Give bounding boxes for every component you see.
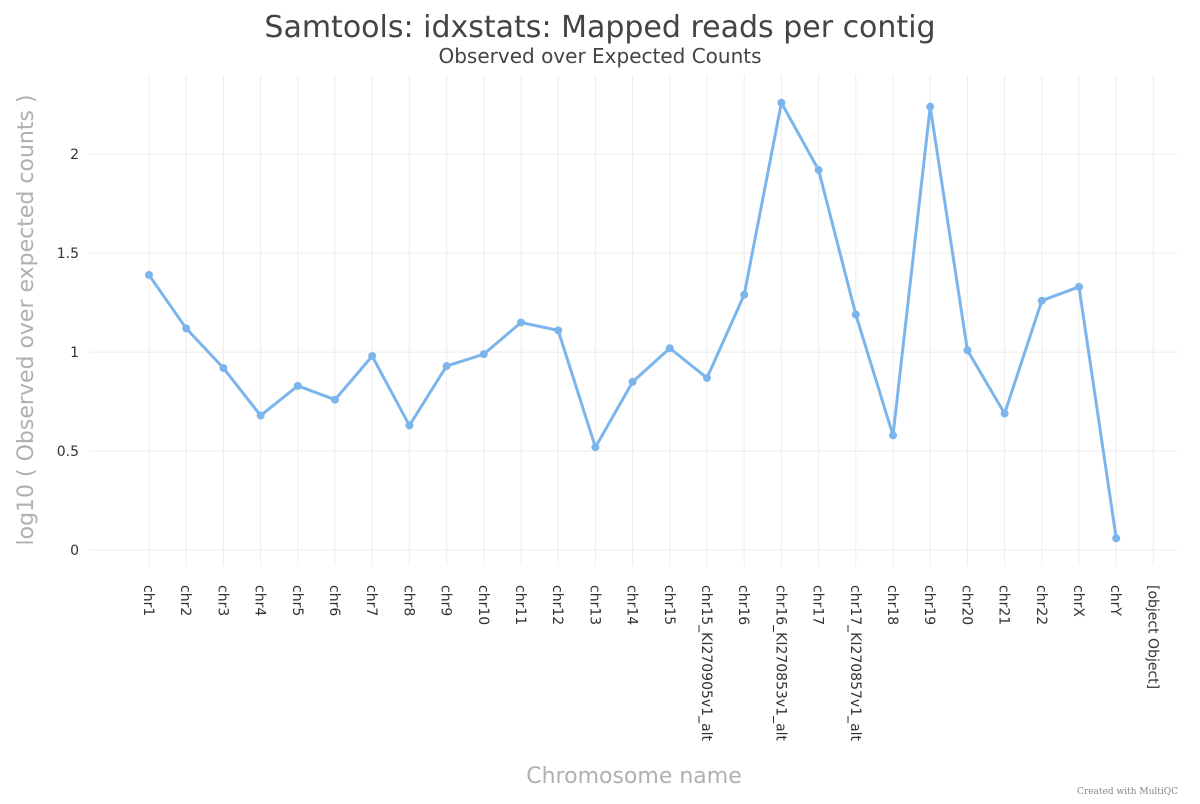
x-tick-label: chr16 xyxy=(735,585,751,625)
y-tick-label: 1.5 xyxy=(57,246,79,262)
x-tick-label: chr7 xyxy=(363,585,379,616)
data-point[interactable] xyxy=(517,318,525,327)
x-tick-label: chr5 xyxy=(289,585,305,616)
data-point[interactable] xyxy=(963,346,972,355)
y-tick-label: 0.5 xyxy=(57,444,79,460)
x-tick-label: chr20 xyxy=(958,585,974,625)
data-point[interactable] xyxy=(145,270,153,279)
data-point[interactable] xyxy=(851,310,860,319)
data-point[interactable] xyxy=(182,324,191,333)
x-axis-title: Chromosome name xyxy=(526,764,742,789)
data-point[interactable] xyxy=(628,377,637,386)
data-point[interactable] xyxy=(740,290,749,299)
y-tick-label: 2 xyxy=(70,147,79,163)
data-point[interactable] xyxy=(889,431,897,440)
y-tick-label: 0 xyxy=(70,543,79,559)
x-tick-label: chr3 xyxy=(214,585,230,616)
x-tick-label: chr4 xyxy=(252,585,268,616)
x-tick-label: chrX xyxy=(1070,585,1086,617)
x-tick-label: chr12 xyxy=(549,585,565,625)
x-axis-ticks: chr1 chr2 chr3 chr4 chr5 chr6 chr7 chr8 chr9 chr1… xyxy=(140,585,1160,742)
x-tick-label: chr16_KI270853v1_alt xyxy=(772,585,788,742)
data-point[interactable] xyxy=(1037,296,1046,305)
data-point[interactable] xyxy=(293,381,302,390)
x-tick-label: [object Object] xyxy=(1144,585,1160,689)
data-point[interactable] xyxy=(1075,282,1083,291)
x-tick-label: chr13 xyxy=(586,585,602,625)
data-point[interactable] xyxy=(777,98,786,107)
x-tick-label: chr19 xyxy=(921,585,937,625)
y-axis-ticks: 0 0.5 1 1.5 2 xyxy=(57,147,79,559)
series-layer xyxy=(145,98,1121,543)
data-point[interactable] xyxy=(591,443,600,452)
x-tick-label: chr11 xyxy=(512,585,528,625)
x-tick-label: chr22 xyxy=(1033,585,1049,625)
data-point[interactable] xyxy=(256,411,265,420)
data-point[interactable] xyxy=(554,326,563,335)
x-tick-label: chr1 xyxy=(140,585,156,616)
x-tick-label: chr15_KI270905v1_alt xyxy=(698,585,714,742)
data-point[interactable] xyxy=(814,166,823,175)
x-tick-label: chr18 xyxy=(884,585,900,625)
y-axis-title: log10 ( Observed over expected counts ) xyxy=(14,95,39,546)
x-tick-label: chr17 xyxy=(810,585,826,625)
x-tick-label: chr21 xyxy=(996,585,1012,625)
x-tick-label: chrY xyxy=(1107,585,1123,616)
data-point[interactable] xyxy=(405,421,414,430)
x-tick-label: chr6 xyxy=(326,585,342,616)
x-tick-label: chr10 xyxy=(475,585,491,625)
data-point[interactable] xyxy=(442,362,451,371)
x-tick-label: chr8 xyxy=(400,585,416,616)
grid-layer xyxy=(90,75,1178,566)
chart-title: Samtools: idxstats: Mapped reads per con… xyxy=(264,10,935,45)
x-tick-label: chr17_KI270857v1_alt xyxy=(847,585,863,742)
data-point[interactable] xyxy=(331,395,339,404)
x-tick-label: chr2 xyxy=(177,585,193,616)
x-tick-label: chr9 xyxy=(438,585,454,616)
data-point[interactable] xyxy=(1112,534,1121,543)
x-tick-label: chr15 xyxy=(661,585,677,625)
data-point[interactable] xyxy=(479,350,488,359)
x-tick-label: chr14 xyxy=(624,585,640,625)
y-tick-label: 1 xyxy=(70,345,79,361)
data-point[interactable] xyxy=(1000,409,1009,418)
data-point[interactable] xyxy=(368,352,377,361)
chart-credit: Created with MultiQC xyxy=(1077,787,1178,797)
data-point[interactable] xyxy=(219,364,228,373)
data-point[interactable] xyxy=(665,344,674,353)
data-point[interactable] xyxy=(703,373,711,382)
data-point[interactable] xyxy=(926,102,935,111)
chart-subtitle: Observed over Expected Counts xyxy=(438,44,761,68)
